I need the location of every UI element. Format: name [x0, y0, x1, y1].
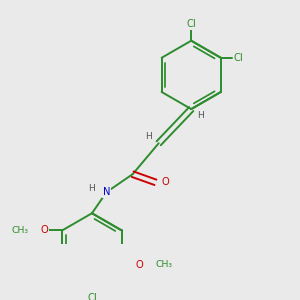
Text: H: H — [198, 111, 204, 120]
Text: H: H — [146, 132, 152, 141]
Text: Cl: Cl — [234, 53, 244, 63]
Text: O: O — [136, 260, 143, 269]
Text: CH₃: CH₃ — [156, 260, 173, 269]
Text: H: H — [88, 184, 95, 193]
Text: O: O — [40, 225, 48, 235]
Text: N: N — [103, 187, 110, 197]
Text: O: O — [161, 177, 169, 187]
Text: Cl: Cl — [186, 20, 196, 29]
Text: Cl: Cl — [87, 293, 97, 300]
Text: CH₃: CH₃ — [11, 226, 28, 235]
